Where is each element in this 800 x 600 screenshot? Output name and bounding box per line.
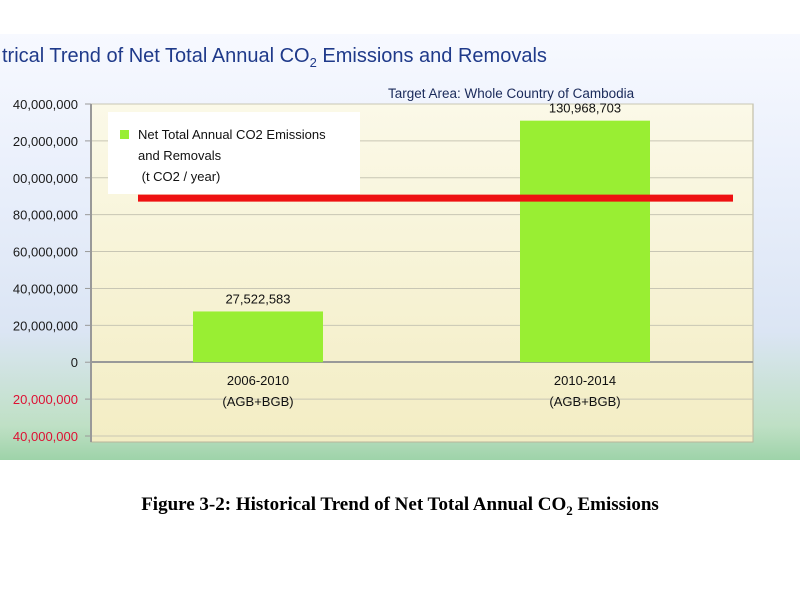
y-tick-label: 20,000,000 — [13, 392, 78, 407]
chart-slide: trical Trend of Net Total Annual CO2 Emi… — [0, 34, 800, 460]
figure-caption: Figure 3-2: Historical Trend of Net Tota… — [0, 494, 800, 519]
y-tick-label: 40,000,000 — [13, 429, 78, 444]
chart-title-suffix: Emissions and Removals — [317, 45, 547, 67]
target-area-label: Target Area: Whole Country of Cambodia — [388, 86, 635, 101]
y-tick-label: 40,000,000 — [13, 97, 78, 112]
y-tick-label: 20,000,000 — [13, 318, 78, 333]
legend-swatch — [120, 130, 129, 139]
x-category-note: (AGB+BGB) — [549, 394, 620, 409]
legend-line-1: Net Total Annual CO2 Emissions — [138, 127, 326, 142]
bar-value-label: 130,968,703 — [549, 101, 621, 116]
y-tick-label: 20,000,000 — [13, 134, 78, 149]
legend: Net Total Annual CO2 Emissions and Remov… — [108, 112, 360, 194]
bar — [193, 311, 323, 363]
zero-axis-line — [91, 361, 753, 363]
chart-title-sub: 2 — [310, 55, 317, 70]
chart-title-main: trical Trend of Net Total Annual CO — [2, 45, 310, 67]
x-category-label: 2006-2010 — [227, 373, 289, 388]
bar-value-label: 27,522,583 — [225, 291, 290, 306]
y-tick-label: 00,000,000 — [13, 171, 78, 186]
legend-line-3: (t CO2 / year) — [138, 169, 220, 184]
y-tick-label: 80,000,000 — [13, 208, 78, 223]
y-tick-label: 0 — [71, 355, 78, 370]
caption-sub: 2 — [566, 502, 573, 518]
caption-suffix: Emissions — [572, 494, 659, 515]
x-category-note: (AGB+BGB) — [222, 394, 293, 409]
y-tick-label: 60,000,000 — [13, 245, 78, 260]
bar — [520, 120, 650, 363]
chart-title: trical Trend of Net Total Annual CO2 Emi… — [2, 45, 547, 70]
x-category-label: 2010-2014 — [554, 373, 616, 388]
legend-line-2: and Removals — [138, 148, 222, 163]
y-axis-line — [90, 104, 92, 442]
legend-box — [108, 112, 360, 194]
caption-text: Figure 3-2: Historical Trend of Net Tota… — [141, 494, 567, 515]
y-tick-label: 40,000,000 — [13, 281, 78, 296]
chart: trical Trend of Net Total Annual CO2 Emi… — [2, 45, 754, 444]
